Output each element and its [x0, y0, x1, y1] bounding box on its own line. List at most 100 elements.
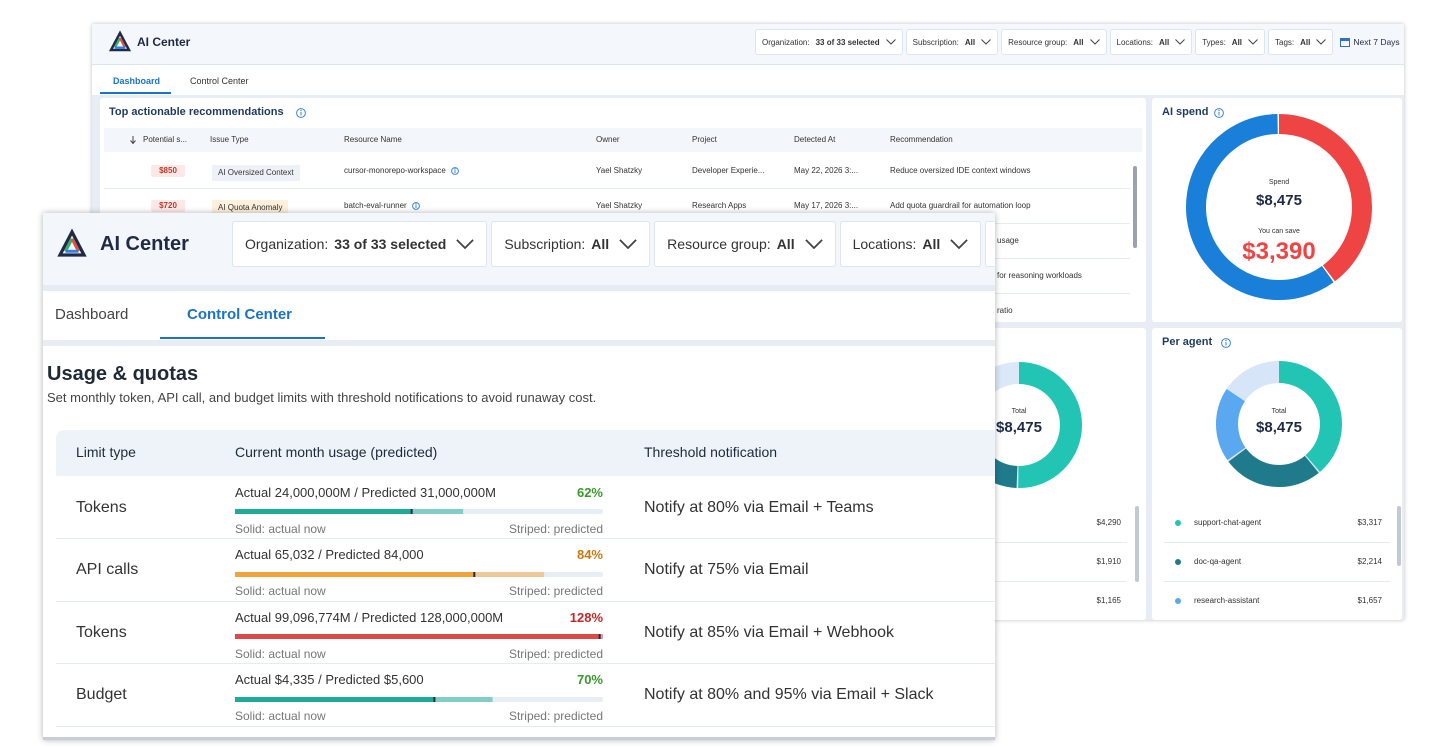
info-dot	[454, 168, 456, 170]
recommendation-fragment: usage	[997, 236, 1019, 246]
actual-bar	[235, 696, 435, 702]
filter: Subscription: All	[905, 29, 999, 55]
date-range-text: Next 7 Days	[1353, 37, 1400, 47]
agent-name: doc-qa-agent	[1194, 557, 1242, 567]
usage-text: Actual 65,032 / Predicted 84,000	[235, 547, 424, 563]
filter: Organization: 33 of 33 selected	[755, 29, 903, 55]
cell: Research Apps	[692, 201, 747, 211]
chevron	[804, 238, 823, 249]
chevron	[456, 238, 475, 249]
save-arc	[1186, 114, 1372, 300]
logo-a	[64, 238, 74, 252]
tab-underline	[160, 337, 325, 339]
column-header: Detected At	[794, 135, 836, 145]
cell: Developer Experie...	[692, 166, 765, 176]
front-window: AI Center Organization: 33 of 33 selected S…	[43, 213, 995, 740]
legend-actual: Solid: actual now	[235, 646, 326, 661]
usage-text: Actual 99,096,774M / Predicted 128,000,0…	[235, 609, 504, 625]
agent-value: $2,214	[1357, 557, 1382, 567]
filter-value: 33 of 33 selected	[815, 37, 880, 47]
filter: Locations: All	[839, 221, 982, 267]
column-header: Owner	[596, 135, 620, 145]
usage-bar	[235, 634, 603, 639]
spend-arc	[1186, 113, 1372, 300]
section-description: Set monthly token, API call, and budget …	[47, 389, 597, 405]
cell: Add quota guardrail for automation loop	[890, 201, 1031, 211]
app-logo	[57, 228, 87, 257]
donut-segment	[956, 362, 1082, 488]
dot	[1175, 559, 1181, 565]
calendar-icon	[1340, 38, 1351, 47]
total-value: $8,475	[1256, 418, 1302, 436]
filter-label: Subscription:	[912, 37, 959, 47]
info-icon	[451, 167, 459, 175]
chevron	[981, 39, 991, 45]
cell: May 22, 2026 3:...	[794, 166, 859, 176]
column-header: Current month usage (predicted)	[235, 444, 438, 461]
filter: Resource group: All	[1001, 29, 1107, 55]
chevron	[619, 238, 637, 249]
cell: batch-eval-runner	[344, 201, 407, 211]
save-label: You can save	[1258, 228, 1300, 236]
usage-bar	[235, 571, 603, 577]
logo-outer	[108, 30, 132, 52]
chevron-icon	[1248, 39, 1258, 45]
chevron-icon	[1089, 39, 1100, 45]
table-header	[56, 430, 995, 476]
notification: Notify at 75% via Email	[644, 561, 809, 579]
actual-marker	[433, 696, 436, 702]
filter-value: All	[1158, 37, 1170, 47]
info-icon	[296, 108, 306, 118]
filter: Resource group: All	[654, 221, 836, 267]
legend-predicted: Striped: predicted	[508, 646, 603, 661]
usage-text: Actual $4,335 / Predicted $5,600	[235, 672, 424, 688]
panel-title: Top actionable recommendations	[109, 106, 284, 119]
info-dot	[300, 109, 302, 112]
cell: Yael Shatzky	[596, 166, 643, 176]
actual-marker	[410, 509, 413, 514]
column-header: Resource Name	[344, 135, 402, 145]
table-header	[104, 128, 1142, 152]
arrow	[130, 136, 136, 145]
issue-type: AI Oversized Context	[212, 165, 300, 181]
usage-bar	[235, 696, 603, 702]
cell: Reduce oversized IDE context windows	[890, 166, 1031, 176]
tab: Control Center	[190, 75, 249, 86]
issue-type: AI Quota Anomaly	[212, 200, 289, 216]
tab-divider	[43, 340, 995, 346]
filter: Types: All	[1195, 29, 1266, 55]
filter-label: Organization:	[762, 37, 810, 47]
filter-value: All	[1300, 37, 1311, 47]
logo-b	[70, 238, 80, 252]
usage-percent: 62%	[576, 484, 603, 500]
chevron-icon	[885, 39, 896, 45]
cell: May 17, 2026 3:...	[794, 201, 859, 211]
notification: Notify at 80% and 95% via Email + Slack	[644, 686, 934, 704]
column-header: Issue Type	[210, 135, 249, 145]
filter-label: Resource group:	[1008, 37, 1068, 47]
row-divider	[104, 188, 1130, 189]
row-divider	[56, 663, 995, 664]
agent-name: support-chat-agent	[1194, 518, 1262, 528]
filter-value: All	[964, 37, 976, 47]
recommendation-fragment: ratio	[997, 306, 1013, 316]
usage-text: Actual 24,000,000M / Predicted 31,000,00…	[235, 484, 496, 500]
column-header: Potential s...	[143, 135, 188, 145]
filter-label: Locations:	[852, 236, 917, 252]
agent-name: research-assistant	[1194, 596, 1260, 606]
potential-savings: $850	[151, 165, 185, 177]
chevron	[1175, 39, 1186, 45]
donut-segment	[956, 362, 1082, 488]
filter: Organization: 33 of 33 selected	[232, 221, 488, 267]
tab: Control Center	[187, 305, 292, 323]
logo-outer	[57, 228, 87, 257]
panel-title: AI spend	[1162, 106, 1209, 119]
info-dot	[415, 203, 417, 205]
filter-label: Resource group:	[667, 236, 771, 252]
filter-value: 33 of 33 selected	[334, 236, 447, 252]
chevron-icon	[804, 238, 823, 249]
filter-value: All	[1073, 37, 1084, 47]
breakdown-value: $1,910	[1096, 557, 1121, 567]
donut-segment	[1216, 361, 1343, 487]
